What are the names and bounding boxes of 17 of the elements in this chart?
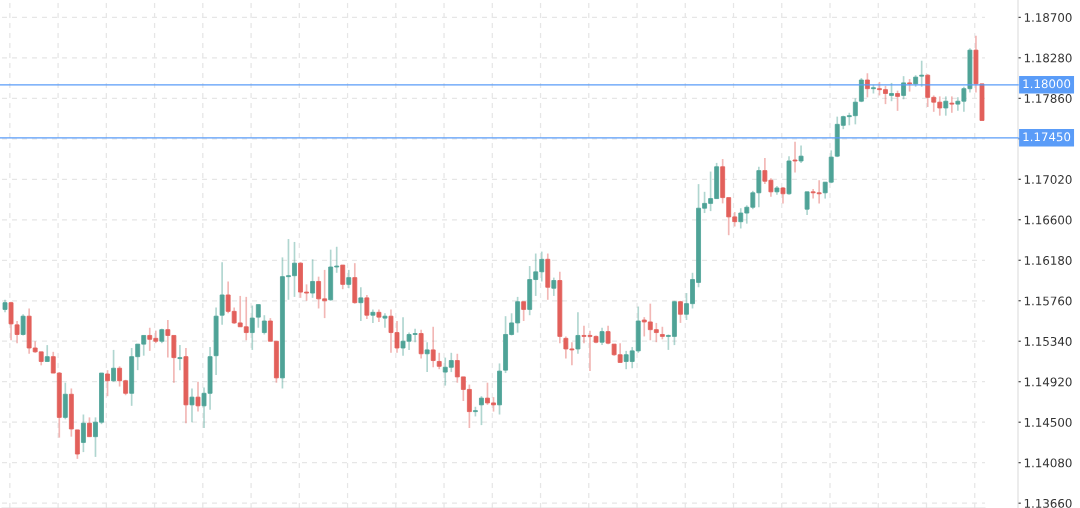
y-tick-label: 1.17860 bbox=[1024, 94, 1072, 103]
y-tick-label: 1.13660 bbox=[1024, 498, 1072, 508]
y-tick-label: 1.15340 bbox=[1024, 336, 1072, 346]
y-tick-label: 1.14080 bbox=[1024, 458, 1072, 468]
y-tick-label: 1.14500 bbox=[1024, 417, 1072, 427]
y-tick-label: 1.16180 bbox=[1024, 255, 1072, 265]
y-tick-label: 1.18700 bbox=[1024, 13, 1072, 22]
y-tick-label: 1.18280 bbox=[1024, 53, 1072, 63]
candlestick bbox=[382, 312, 388, 329]
candlestick bbox=[370, 308, 376, 324]
ref-line-label: 1.18000 bbox=[1023, 79, 1071, 89]
y-tick-label: 1.15760 bbox=[1024, 296, 1072, 306]
y-tick-label: 1.14920 bbox=[1024, 377, 1072, 387]
y-tick-label: 1.16600 bbox=[1024, 215, 1072, 225]
y-tick-label: 1.17020 bbox=[1024, 175, 1072, 184]
candlestick bbox=[949, 95, 955, 114]
ref-line-label: 1.17450 bbox=[1023, 132, 1071, 142]
